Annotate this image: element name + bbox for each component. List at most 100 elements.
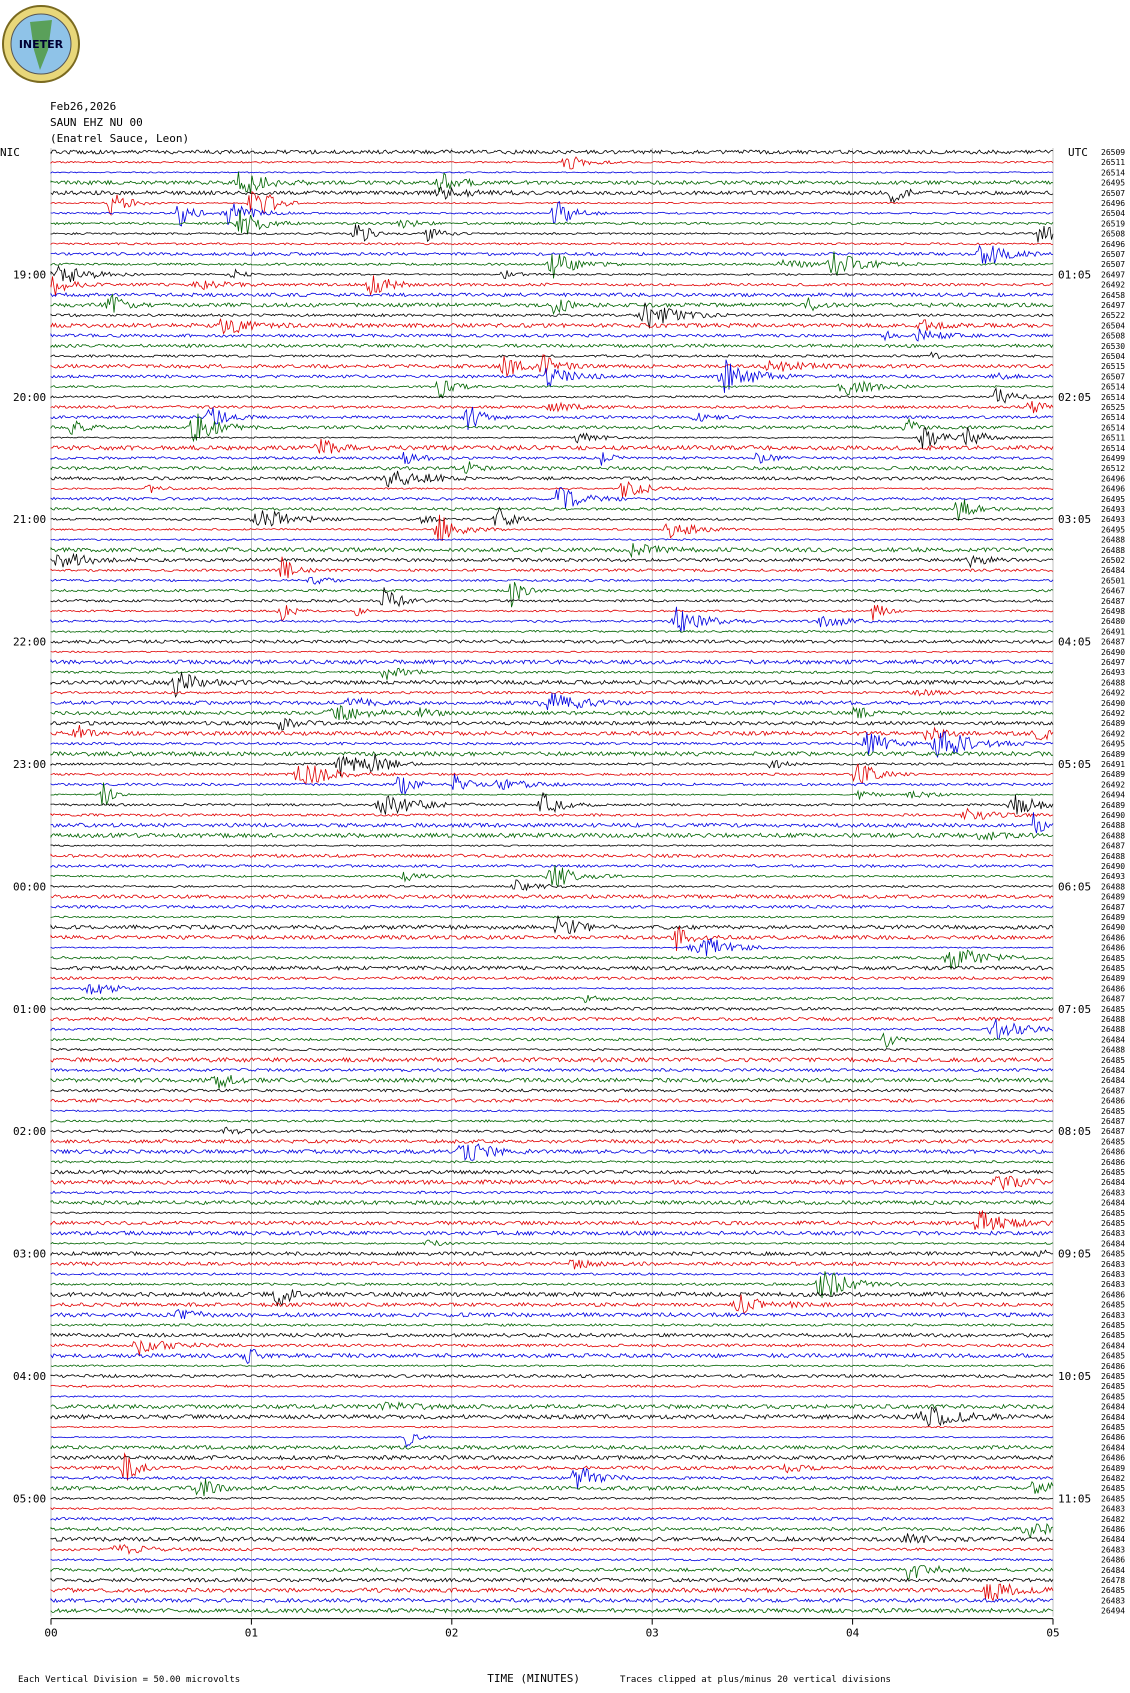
left-time: 21:00 [13,513,46,526]
trace [50,581,1054,608]
trace [50,1075,1054,1089]
trace-number: 26519 [1101,219,1125,228]
trace [50,1271,1054,1299]
trace [50,354,1054,377]
trace-number: 26485 [1101,954,1125,963]
trace [50,302,1054,329]
trace [50,965,1054,971]
trace [50,705,1054,721]
left-time: 03:00 [13,1248,46,1261]
trace [50,1406,1054,1427]
trace-number: 26486 [1101,984,1125,993]
trace-number: 26488 [1101,831,1125,840]
trace [50,650,1054,653]
trace [50,807,1054,821]
left-time: 02:00 [13,1125,46,1138]
trace [50,499,1054,521]
trace-number: 26486 [1101,1454,1125,1463]
trace [50,1454,1054,1461]
trace [50,1249,1054,1257]
trace [50,1582,1054,1602]
trace-number: 26499 [1101,454,1125,463]
trace-number: 26530 [1101,342,1125,351]
left-time: 00:00 [13,880,46,893]
trace [50,1433,1054,1448]
trace-number: 26484 [1101,1035,1125,1044]
trace-number: 26490 [1101,648,1125,657]
trace [50,1211,1054,1215]
trace-number: 26486 [1101,1097,1125,1106]
trace-number: 26492 [1101,281,1125,290]
trace-number: 26497 [1101,270,1125,279]
trace [50,1384,1054,1388]
trace [50,915,1054,935]
trace-number: 26504 [1101,321,1125,330]
trace [50,1425,1054,1429]
trace [50,242,1053,246]
trace [50,1230,1054,1237]
trace-number: 26496 [1101,474,1125,483]
trace-number: 26514 [1101,393,1125,402]
trace [50,386,1054,404]
trace-number: 26494 [1101,791,1125,800]
trace-number: 26514 [1101,168,1125,177]
trace [50,639,1054,644]
trace [50,552,1054,569]
trace-number: 26514 [1101,444,1125,453]
left-time: 01:00 [13,1003,46,1016]
trace [50,1496,1054,1501]
trace [50,984,1054,995]
trace [50,1190,1054,1195]
trace [50,1067,1054,1073]
trace-number: 26490 [1101,811,1125,820]
trace-number: 26492 [1101,780,1125,789]
trace [50,1160,1054,1164]
trace [50,1557,1054,1562]
trace-number: 26485 [1101,1056,1125,1065]
logo-map [30,20,52,70]
trace [50,1533,1054,1544]
location: (Enatrel Sauce, Leon) [50,132,189,145]
right-time: 04:05 [1058,636,1091,649]
trace-number: 26490 [1101,862,1125,871]
trace [50,1597,1054,1604]
trace-number: 26485 [1101,1586,1125,1595]
trace [50,190,1054,217]
trace [50,380,1054,399]
trace [50,1401,1054,1412]
trace [50,1239,1054,1247]
trace [50,1507,1054,1511]
trace [50,730,1054,758]
trace-number: 26486 [1101,1556,1125,1565]
trace-number: 26486 [1101,1362,1125,1371]
trace-number: 26485 [1101,1250,1125,1259]
trace-number: 26458 [1101,291,1125,300]
trace [50,1294,1054,1315]
trace [50,1109,1054,1113]
trace [50,275,1054,296]
trace-number: 26483 [1101,1505,1125,1514]
trace [50,1006,1054,1012]
trace-number: 26497 [1101,301,1125,310]
trace-number: 26484 [1101,1341,1125,1350]
trace [50,925,1054,952]
trace-number: 26486 [1101,1290,1125,1299]
trace [50,1169,1054,1175]
trace-number: 26484 [1101,1413,1125,1422]
trace [50,1607,1054,1614]
trace [50,904,1054,909]
trace-number: 26511 [1101,158,1125,167]
trace-number: 26483 [1101,1229,1125,1238]
trace-number: 26492 [1101,729,1125,738]
trace-number: 26507 [1101,250,1125,259]
trace-number: 26493 [1101,668,1125,677]
trace-number: 26488 [1101,882,1125,891]
trace-number: 26509 [1101,148,1125,157]
trace-number: 26488 [1101,546,1125,555]
x-tick-label: 05 [1046,1627,1059,1640]
x-tick-label: 04 [846,1627,860,1640]
trace-number: 26483 [1101,1270,1125,1279]
trace [50,156,1054,170]
trace [50,1289,1054,1307]
trace [50,606,1054,633]
